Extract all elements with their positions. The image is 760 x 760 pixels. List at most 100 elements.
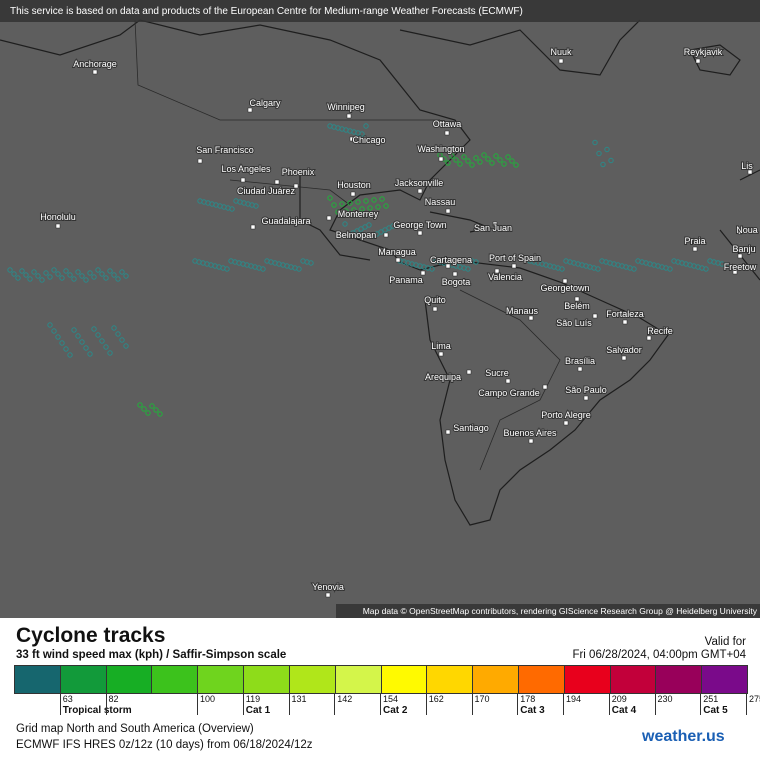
city-dot (492, 221, 498, 227)
track-point (67, 272, 73, 278)
city-label: Porto Alegre (541, 410, 591, 420)
track-point (87, 351, 93, 357)
track-point (608, 157, 614, 164)
track-point (63, 268, 69, 274)
city-label: Washington (417, 144, 464, 154)
city-label: Monterrey (338, 209, 379, 219)
track-point (123, 343, 129, 349)
city-dot (250, 224, 256, 230)
track-point (383, 203, 389, 209)
city-dot (558, 58, 564, 64)
borders (134, 19, 561, 471)
city-label: Cartagena (430, 255, 472, 265)
city-dot (528, 315, 534, 321)
track-point (35, 273, 41, 279)
track-point (83, 277, 89, 283)
track-point (115, 331, 121, 337)
city-label: Chicago (352, 135, 385, 145)
city-label: Recife (647, 326, 673, 336)
city-label: Los Angeles (221, 164, 271, 174)
track-point (99, 338, 105, 344)
scale-swatch (243, 666, 289, 693)
city-dot (445, 208, 451, 214)
track-point (55, 334, 61, 340)
scale-tick (517, 693, 519, 715)
city-dot (444, 130, 450, 136)
category-label: Cat 2 (383, 705, 408, 716)
track-point (71, 276, 77, 282)
scale-swatch (151, 666, 198, 693)
map: Nuuk Reykjavik Anchorage Calgary Winnipeg Ott… (0, 0, 760, 618)
track-point (367, 205, 373, 211)
city-label: Nuuk (550, 47, 572, 57)
track-point (703, 266, 709, 272)
track-point (145, 410, 151, 416)
scale-swatch (472, 666, 518, 693)
track-point (51, 328, 57, 334)
track-point (47, 274, 53, 280)
track-point (351, 207, 357, 213)
track-point (296, 266, 302, 272)
city-label: Manaus (506, 306, 539, 316)
scale-swatch (59, 666, 106, 693)
scale-swatch (426, 666, 473, 693)
city-dot (350, 191, 356, 197)
city-label: Yenovia (312, 582, 344, 592)
city-dot (737, 229, 743, 235)
track-point (489, 160, 495, 166)
track-point (449, 153, 455, 159)
track-point (229, 206, 235, 212)
scale-label: 275 (749, 694, 760, 704)
category-label: Cat 1 (245, 705, 271, 716)
city-dot (583, 395, 589, 401)
attribution-bar (336, 604, 760, 618)
track-point (493, 153, 499, 159)
track-point (631, 266, 637, 272)
track-point (43, 270, 49, 276)
track-point (335, 209, 341, 215)
city-dot (622, 319, 628, 325)
scale-tick (334, 693, 336, 715)
track-point (137, 402, 143, 408)
scale-label: 82 (108, 694, 119, 704)
track-point (513, 162, 519, 168)
cyclone-tracks (7, 123, 729, 417)
track-point (39, 277, 45, 283)
track-point (595, 266, 601, 272)
grid-info: Grid map North and South America (Overvi… (16, 723, 254, 735)
track-point (509, 158, 515, 164)
track-point (95, 332, 101, 338)
city-dot (505, 378, 511, 384)
track-point (355, 199, 361, 205)
track-point (95, 267, 101, 273)
track-point (47, 322, 53, 328)
track-point (592, 139, 598, 146)
track-point (445, 160, 451, 166)
track-point (359, 131, 365, 137)
city-dot (692, 246, 698, 252)
city-label: Freetow (724, 262, 757, 272)
scale-swatch (105, 666, 152, 693)
scale-tick (59, 693, 61, 715)
city-label: Panama (389, 275, 423, 285)
scale-label: 63 (62, 694, 73, 704)
track-point (604, 146, 610, 153)
scale-label: 230 (657, 694, 673, 704)
scale-swatch (563, 666, 610, 693)
city-dot (466, 369, 472, 375)
track-point (465, 266, 471, 272)
city-label: Honolulu (40, 212, 76, 222)
city-label: São Paulo (565, 385, 607, 395)
track-point (497, 157, 503, 163)
scale-label: 142 (337, 694, 353, 704)
city-label: Ottawa (433, 119, 462, 129)
scale-label: 178 (520, 694, 536, 704)
scale-swatch (288, 666, 335, 693)
city-label: Fortaleza (606, 309, 644, 319)
city-dot (247, 107, 253, 113)
scale-label: 170 (474, 694, 490, 704)
track-point (31, 269, 37, 275)
city-label: Nassau (425, 197, 456, 207)
track-point (371, 197, 377, 203)
